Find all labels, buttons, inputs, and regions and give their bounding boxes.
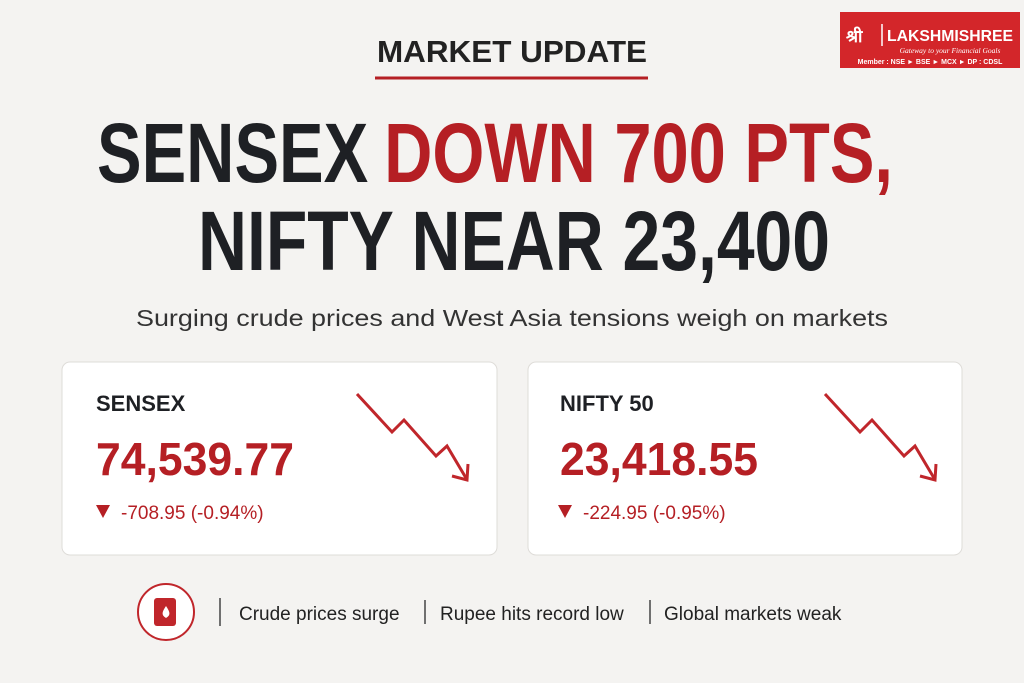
card-name: SENSEX bbox=[96, 391, 186, 416]
card: NIFTY 50 23,418.55 -224.95 (-0.95%) bbox=[527, 361, 963, 556]
headline-line1: SENSEXDOWN 700 PTS, bbox=[97, 106, 893, 200]
arrow-head bbox=[451, 463, 470, 482]
subtitle: Surging crude prices and West Asia tensi… bbox=[136, 305, 888, 331]
down-arrow bbox=[823, 392, 936, 479]
logo-mark: श्री bbox=[845, 26, 863, 46]
footer-item: Global markets weak bbox=[664, 604, 842, 625]
card-box bbox=[527, 361, 963, 556]
card-value: 74,539.77 bbox=[96, 433, 294, 485]
headline-line2: NIFTY NEAR 23,400 bbox=[198, 194, 830, 288]
card-change: -224.95 (-0.95%) bbox=[583, 503, 726, 524]
card-change: -708.95 (-0.94%) bbox=[121, 503, 264, 524]
card-name: NIFTY 50 bbox=[560, 391, 654, 416]
arrow-head bbox=[919, 463, 938, 482]
logo-name: LAKSHMISHREE bbox=[887, 28, 1013, 45]
kicker: MARKET UPDATE bbox=[377, 34, 647, 69]
logo-box bbox=[840, 12, 1020, 68]
card: SENSEX 74,539.77 -708.95 (-0.94%) bbox=[61, 361, 498, 556]
card-box bbox=[61, 361, 498, 556]
down-triangle bbox=[558, 505, 572, 518]
logo: श्री LAKSHMISHREE Gateway to your Financ… bbox=[840, 12, 1020, 68]
logo-membership: Member : NSE ► BSE ► MCX ► DP : CDSL bbox=[858, 59, 1003, 66]
logo-tagline: Gateway to your Financial Goals bbox=[900, 46, 1001, 55]
footer-item: Rupee hits record low bbox=[440, 604, 624, 625]
footer-item: Crude prices surge bbox=[239, 604, 400, 625]
down-arrow bbox=[355, 392, 468, 479]
headline-dark: SENSEX bbox=[97, 106, 368, 200]
down-triangle bbox=[96, 505, 110, 518]
oil-drop bbox=[162, 606, 170, 618]
headline-red: DOWN 700 PTS, bbox=[384, 106, 893, 200]
card-value: 23,418.55 bbox=[560, 433, 758, 485]
